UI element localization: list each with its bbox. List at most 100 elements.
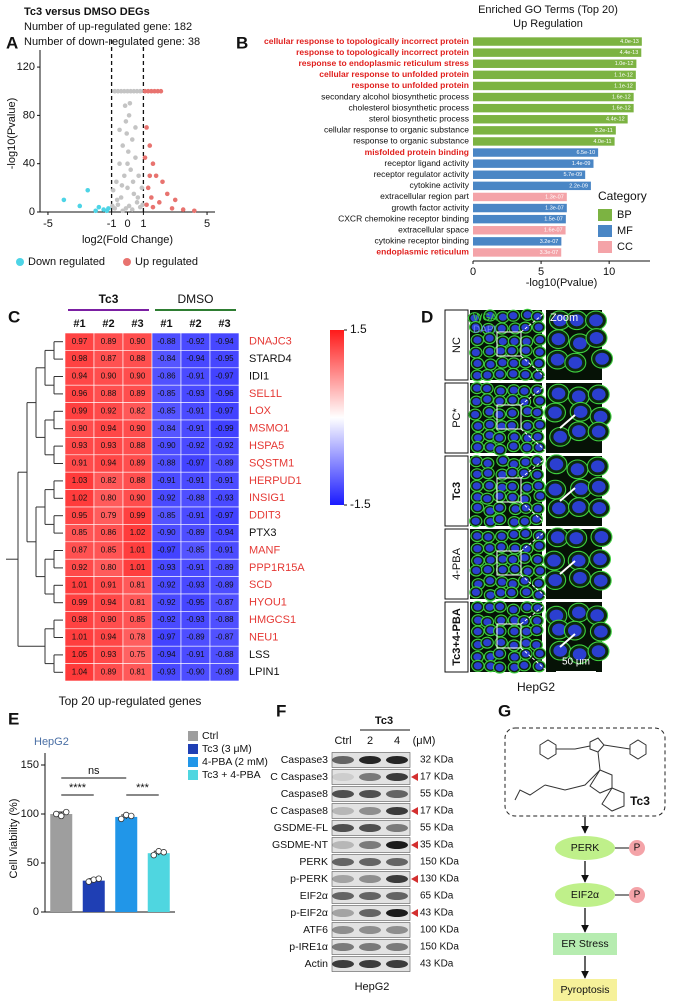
y-tick-label: 40 xyxy=(23,158,35,170)
cell-label: 0.91 xyxy=(72,459,88,468)
legend-label: Ctrl xyxy=(202,730,218,742)
zoom-region xyxy=(496,404,522,430)
nucleus xyxy=(573,337,587,350)
y-tick-label: 100 xyxy=(21,808,39,820)
cell-label: 0.99 xyxy=(72,406,88,415)
value-label: 1.6e-12 xyxy=(612,95,631,101)
cell-label: -0.85 xyxy=(157,406,176,415)
point xyxy=(149,195,154,200)
compound-structure xyxy=(514,737,647,812)
nucleus xyxy=(474,580,483,588)
nucleus xyxy=(498,483,507,492)
point xyxy=(131,88,137,94)
blot-band xyxy=(332,858,354,866)
panel-letter: A xyxy=(6,33,18,52)
nucleus xyxy=(473,545,482,553)
nucleus xyxy=(535,649,544,658)
point xyxy=(142,155,148,160)
size-label: 32 KDa xyxy=(420,755,454,766)
cell-label: 0.90 xyxy=(130,493,146,502)
bar xyxy=(473,203,567,213)
data-point xyxy=(160,849,167,856)
nucleus xyxy=(485,431,494,439)
point xyxy=(130,179,136,185)
nucleus xyxy=(473,371,482,380)
blot-band xyxy=(332,909,354,917)
blot-band xyxy=(359,909,381,917)
nucleus xyxy=(471,349,480,357)
point xyxy=(104,208,110,214)
cell-label: -0.91 xyxy=(186,476,205,485)
nucleus xyxy=(497,543,506,551)
nucleus xyxy=(522,588,531,596)
point xyxy=(149,88,154,94)
blot-strip xyxy=(331,922,411,938)
cell-line: HepG2 xyxy=(517,680,555,694)
blot-band xyxy=(359,756,381,764)
nucleus xyxy=(573,405,588,418)
cell-label: -0.85 xyxy=(186,546,205,555)
nucleus xyxy=(510,663,519,671)
point xyxy=(123,119,129,124)
point xyxy=(131,191,137,197)
row-label: PPP1R15A xyxy=(249,562,305,574)
row-label-box xyxy=(444,601,469,673)
bar xyxy=(473,48,642,57)
category-label: extracellular region part xyxy=(380,191,469,201)
bar xyxy=(473,181,591,191)
blot-band xyxy=(332,773,354,781)
nucleus xyxy=(553,644,568,657)
nucleus xyxy=(473,359,482,368)
nucleus xyxy=(523,567,532,575)
size-label: 35 KDa xyxy=(420,840,454,851)
point xyxy=(142,88,148,94)
nucleus xyxy=(593,574,608,587)
nucleus xyxy=(549,609,564,622)
data-point xyxy=(95,875,102,882)
blot-band xyxy=(332,756,354,764)
size-label: 100 KDa xyxy=(420,925,459,936)
nucleus xyxy=(474,616,483,624)
data-point xyxy=(118,815,125,823)
cell-label: -0.84 xyxy=(157,424,176,433)
bar xyxy=(473,226,566,235)
size-label: 17 KDa xyxy=(420,806,454,817)
nucleus xyxy=(498,359,507,367)
nucleus xyxy=(484,469,493,477)
point xyxy=(122,88,127,94)
point xyxy=(117,127,122,133)
nucleus xyxy=(591,645,606,658)
nucleus xyxy=(591,388,606,401)
nucleus xyxy=(471,588,480,596)
nucleus xyxy=(486,556,495,564)
zoom-arrow xyxy=(559,633,576,648)
point xyxy=(127,101,133,106)
nucleus xyxy=(485,347,494,356)
nucleus xyxy=(483,566,492,574)
nucleus xyxy=(496,387,505,395)
nucleus xyxy=(497,616,506,625)
cell-label: -0.92 xyxy=(157,615,176,624)
x-tick-label: 1 xyxy=(140,218,146,230)
nucleus xyxy=(508,469,517,477)
blot-band xyxy=(386,858,408,866)
blot-band xyxy=(359,790,381,798)
bar xyxy=(473,237,562,246)
legend-label: Down regulated xyxy=(28,256,105,268)
point xyxy=(145,185,151,191)
cell-label: -0.91 xyxy=(186,511,205,520)
nucleus xyxy=(574,482,588,495)
nucleus xyxy=(552,623,566,636)
nucleus xyxy=(534,579,543,587)
zoom-guide xyxy=(520,457,547,479)
point xyxy=(147,143,153,148)
significance-label: **** xyxy=(69,782,87,794)
cell-label: 1.01 xyxy=(72,580,88,589)
nucleus xyxy=(473,628,482,636)
cell-label: 0.90 xyxy=(130,337,146,346)
cell-label: 0.94 xyxy=(101,598,117,607)
node-label: ER Stress xyxy=(561,938,608,950)
scale-label: 50 μm xyxy=(562,657,590,668)
data-point xyxy=(128,812,135,820)
bar xyxy=(50,814,73,912)
